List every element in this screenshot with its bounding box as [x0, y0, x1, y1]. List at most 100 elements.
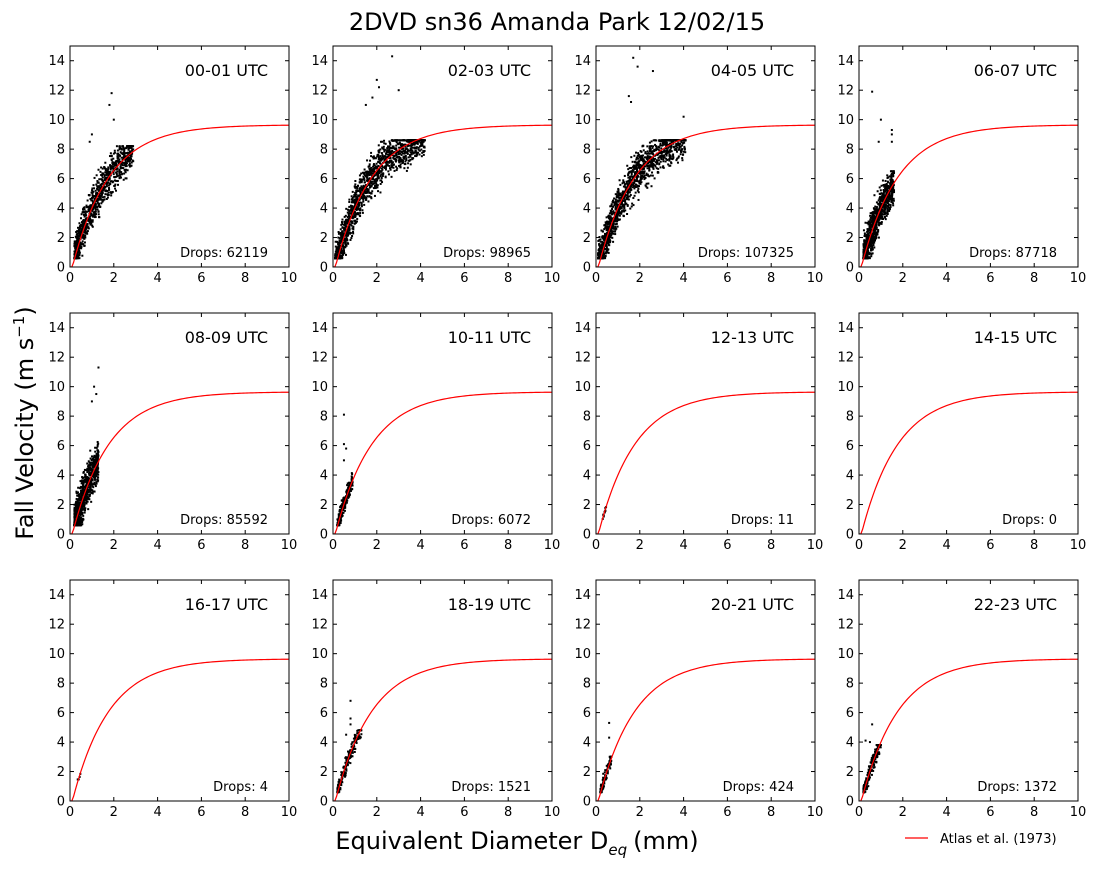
drop-point [601, 236, 604, 239]
drop-point [379, 155, 382, 158]
drop-point [337, 247, 340, 250]
drop-point [683, 148, 686, 151]
drop-point [672, 156, 675, 159]
drop-point [632, 56, 635, 59]
drop-point [604, 244, 607, 247]
drop-point [599, 238, 602, 241]
drop-point [892, 171, 895, 174]
drop-point [655, 160, 658, 163]
drop-point [381, 155, 384, 158]
drop-point [642, 170, 645, 173]
drop-point [389, 143, 392, 146]
drop-point [355, 220, 358, 223]
drop-point [634, 173, 637, 176]
drop-point [865, 240, 868, 243]
drop-point [882, 189, 885, 192]
drop-point [91, 225, 94, 228]
drop-point [126, 151, 129, 154]
y-tick-label: 4 [57, 202, 65, 217]
drop-point [680, 151, 683, 154]
drop-point [92, 486, 95, 489]
drop-point [338, 244, 341, 247]
drop-point [627, 95, 630, 98]
drop-point [122, 151, 125, 154]
drop-point [95, 482, 98, 485]
drop-point [111, 161, 114, 164]
drop-point [379, 182, 382, 185]
drop-point [646, 165, 649, 168]
drop-point [614, 223, 617, 226]
drop-point [344, 219, 347, 222]
drop-point [94, 483, 97, 486]
drop-point [884, 203, 887, 206]
drop-point [669, 156, 672, 159]
drop-point [640, 156, 643, 159]
drop-point [339, 254, 342, 257]
drop-point [887, 193, 890, 196]
drop-point [379, 159, 382, 162]
drop-point [121, 164, 124, 167]
drop-point [421, 151, 424, 154]
drop-point [370, 185, 373, 188]
drop-point [673, 146, 676, 149]
drop-point [125, 157, 128, 160]
drop-point [658, 140, 661, 143]
drop-point [382, 172, 385, 175]
drop-point [90, 212, 93, 215]
drop-point [641, 154, 644, 157]
drop-point [614, 198, 617, 201]
drop-point [352, 216, 355, 219]
drop-point [353, 194, 356, 197]
drop-point [607, 251, 610, 254]
drop-point [90, 222, 93, 225]
drop-point [361, 211, 364, 214]
drop-point [635, 161, 638, 164]
drop-point [106, 176, 109, 179]
drop-point [397, 143, 400, 146]
drop-point [607, 240, 610, 243]
drop-point [659, 166, 662, 169]
drop-point [352, 225, 355, 228]
drop-point [382, 166, 385, 169]
drop-point [113, 176, 116, 179]
drop-point [649, 160, 652, 163]
drop-point [350, 212, 353, 215]
drop-point [342, 246, 345, 249]
drop-point [877, 218, 880, 221]
drop-point [81, 476, 84, 479]
drop-point [360, 201, 363, 204]
drop-point [77, 230, 80, 233]
drop-point [351, 235, 354, 238]
drop-point [87, 469, 90, 472]
drop-point [388, 164, 391, 167]
drop-point [667, 151, 670, 154]
drop-point [83, 215, 86, 218]
drop-point [876, 220, 879, 223]
drop-point [78, 493, 81, 496]
drop-point [377, 158, 380, 161]
drop-point [117, 154, 120, 157]
drop-point [104, 161, 107, 164]
drop-point [82, 207, 85, 210]
drop-point [670, 150, 673, 153]
drop-point [648, 147, 651, 150]
drop-point [368, 191, 371, 194]
drop-point [397, 89, 400, 92]
drop-point [421, 141, 424, 144]
drop-point [599, 240, 602, 243]
drop-point [638, 155, 641, 158]
drop-point [874, 233, 877, 236]
y-tick-label: 12 [574, 84, 591, 99]
drop-point [626, 213, 629, 216]
drop-point [608, 218, 611, 221]
drop-point [74, 247, 77, 250]
drop-point [360, 195, 363, 198]
drop-point [607, 229, 610, 232]
drop-point [369, 159, 372, 162]
drop-point [98, 198, 101, 201]
drop-point [622, 180, 625, 183]
fit-curve-atlas [596, 124, 815, 267]
drop-point [874, 231, 877, 234]
drop-point [355, 193, 358, 196]
